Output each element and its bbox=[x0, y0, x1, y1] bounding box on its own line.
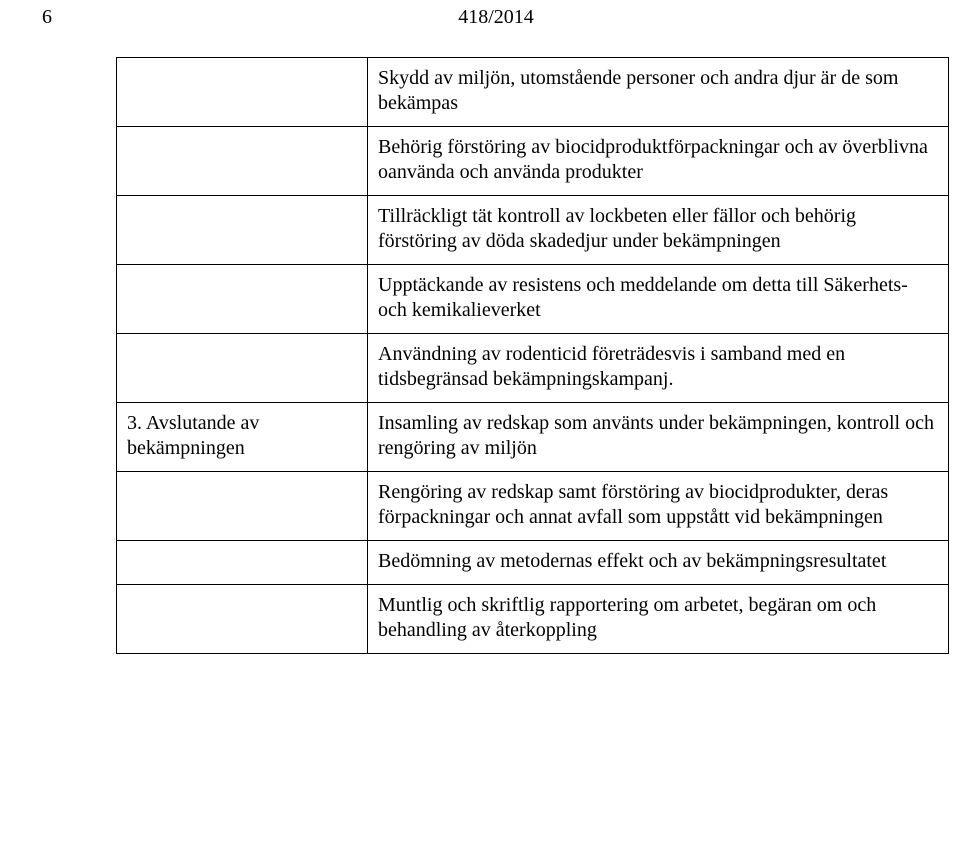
cell-left bbox=[117, 196, 368, 265]
table-row: Bedömning av metodernas effekt och av be… bbox=[117, 541, 949, 585]
cell-left bbox=[117, 58, 368, 127]
cell-right: Användning av rodenticid företrädesvis i… bbox=[368, 334, 949, 403]
table-row: 3. Avslutande av bekämpningen Insamling … bbox=[117, 403, 949, 472]
cell-right: Rengöring av redskap samt förstöring av … bbox=[368, 472, 949, 541]
table-row: Rengöring av redskap samt förstöring av … bbox=[117, 472, 949, 541]
content-table: Skydd av miljön, utomstående personer oc… bbox=[116, 57, 949, 654]
cell-right: Upptäckande av resistens och meddelande … bbox=[368, 265, 949, 334]
cell-left bbox=[117, 334, 368, 403]
page-header: 6 418/2014 bbox=[0, 0, 960, 29]
cell-left bbox=[117, 472, 368, 541]
cell-left bbox=[117, 127, 368, 196]
cell-right: Behörig förstöring av biocidproduktförpa… bbox=[368, 127, 949, 196]
table-row: Skydd av miljön, utomstående personer oc… bbox=[117, 58, 949, 127]
cell-right: Skydd av miljön, utomstående personer oc… bbox=[368, 58, 949, 127]
table-row: Behörig förstöring av biocidproduktförpa… bbox=[117, 127, 949, 196]
cell-right: Insamling av redskap som använts under b… bbox=[368, 403, 949, 472]
cell-left bbox=[117, 541, 368, 585]
table-row: Muntlig och skriftlig rapportering om ar… bbox=[117, 585, 949, 654]
document-page: 6 418/2014 Skydd av miljön, utomstående … bbox=[0, 0, 960, 654]
table-row: Tillräckligt tät kontroll av lockbeten e… bbox=[117, 196, 949, 265]
cell-right: Bedömning av metodernas effekt och av be… bbox=[368, 541, 949, 585]
cell-right: Tillräckligt tät kontroll av lockbeten e… bbox=[368, 196, 949, 265]
page-number: 6 bbox=[0, 6, 162, 29]
document-number: 418/2014 bbox=[162, 6, 960, 29]
cell-left: 3. Avslutande av bekämpningen bbox=[117, 403, 368, 472]
cell-left bbox=[117, 265, 368, 334]
table-row: Upptäckande av resistens och meddelande … bbox=[117, 265, 949, 334]
cell-left bbox=[117, 585, 368, 654]
table-row: Användning av rodenticid företrädesvis i… bbox=[117, 334, 949, 403]
table-body: Skydd av miljön, utomstående personer oc… bbox=[117, 58, 949, 654]
cell-right: Muntlig och skriftlig rapportering om ar… bbox=[368, 585, 949, 654]
